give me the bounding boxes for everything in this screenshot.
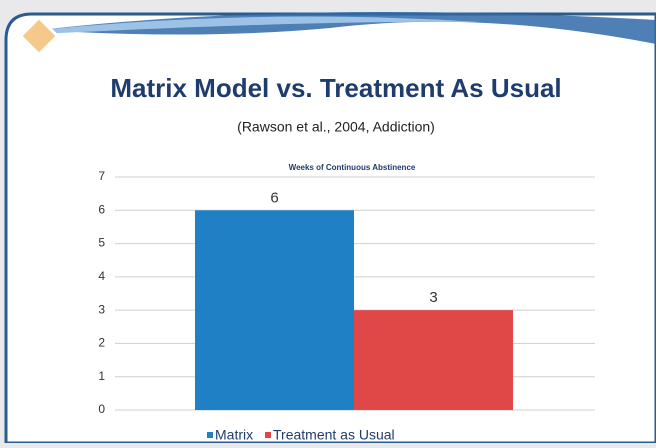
y-tick-label: 1	[98, 369, 105, 383]
legend-swatch	[207, 432, 213, 438]
data-label: 3	[429, 289, 437, 306]
y-tick-label: 5	[98, 236, 105, 250]
bar	[354, 310, 513, 410]
legend-label: Treatment as Usual	[273, 427, 395, 443]
y-tick-label: 4	[98, 269, 105, 283]
slide: Matrix Model vs. Treatment As Usual (Raw…	[0, 0, 656, 443]
y-tick-label: 7	[98, 169, 105, 183]
y-tick-label: 0	[98, 402, 105, 416]
y-tick-label: 2	[98, 336, 105, 350]
bar	[195, 210, 354, 410]
y-tick-label: 3	[98, 302, 105, 316]
legend-label: Matrix	[215, 427, 253, 443]
legend-swatch	[265, 432, 271, 438]
subtitle: (Rawson et al., 2004, Addiction)	[237, 119, 435, 135]
y-tick-label: 6	[98, 202, 105, 216]
page: Matrix Model vs. Treatment As Usual (Raw…	[0, 0, 656, 443]
data-label: 6	[270, 189, 278, 206]
chart-title: Weeks of Continuous Abstinence	[289, 163, 416, 172]
slide-title: Matrix Model vs. Treatment As Usual	[110, 73, 561, 103]
